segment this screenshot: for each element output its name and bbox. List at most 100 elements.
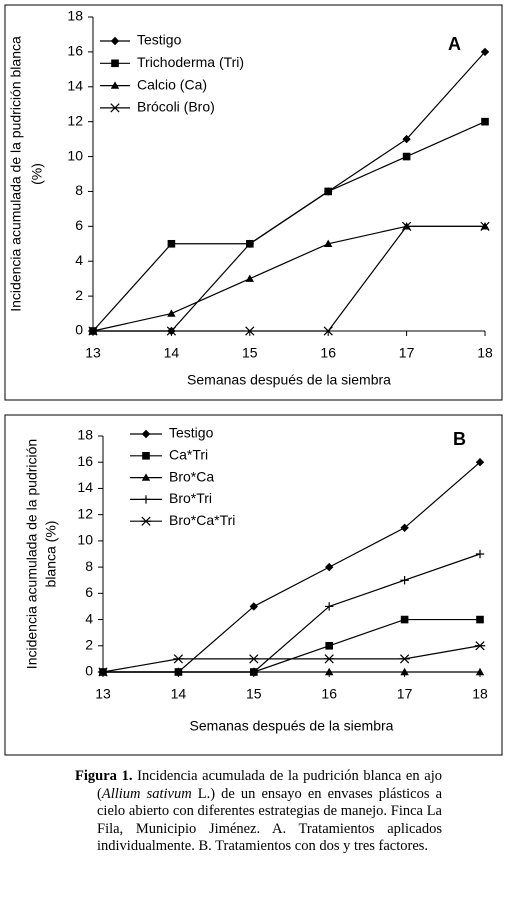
marker	[173, 654, 184, 664]
marker	[167, 239, 176, 248]
caption-italic: Allium sativum	[101, 785, 192, 802]
x-axis-label: Semanas después de la siembra	[187, 372, 391, 388]
series-line	[92, 121, 486, 332]
legend-label: Bro*Tri	[169, 490, 212, 506]
x-tick-label: 15	[246, 686, 262, 702]
marker	[480, 221, 490, 231]
legend-label: Ca*Tri	[169, 447, 208, 463]
marker	[402, 134, 411, 144]
marker	[325, 641, 333, 650]
marker	[476, 615, 484, 624]
y-axis-label: blanca (%)	[43, 521, 59, 588]
y-tick-label: 4	[75, 252, 83, 268]
series-line	[93, 51, 486, 332]
marker	[324, 239, 333, 247]
marker	[324, 654, 335, 664]
x-tick-label: 15	[242, 345, 258, 361]
y-tick-label: 8	[75, 182, 83, 198]
y-tick-label: 10	[77, 532, 93, 548]
legend-label: Bro*Ca*Tri	[169, 512, 235, 528]
x-tick-label: 13	[95, 686, 111, 702]
series-line	[102, 645, 481, 673]
legend-label: Trichoderma (Tri)	[137, 54, 244, 70]
marker	[249, 602, 258, 611]
x-tick-label: 14	[164, 345, 180, 361]
marker	[475, 549, 485, 559]
y-tick-label: 14	[77, 479, 93, 495]
marker	[110, 103, 120, 113]
marker	[140, 516, 152, 526]
marker	[245, 274, 254, 282]
y-tick-label: 10	[67, 147, 83, 163]
y-tick-label: 2	[75, 287, 83, 303]
y-tick-label: 14	[67, 77, 83, 93]
marker	[110, 36, 120, 46]
panel-label: A	[448, 34, 461, 54]
x-tick-label: 16	[321, 686, 337, 702]
marker	[399, 654, 410, 664]
marker	[323, 326, 333, 336]
y-tick-label: 12	[77, 505, 93, 521]
y-axis-label: Incidencia acumulada de la pudrición	[24, 439, 40, 669]
series-line	[103, 553, 481, 673]
x-axis-label: Semanas después de la siembra	[190, 718, 394, 734]
series-line	[92, 225, 485, 332]
legend-label: Brócoli (Bro)	[137, 99, 215, 115]
marker	[400, 615, 409, 624]
y-tick-label: 16	[77, 453, 93, 469]
y-tick-label: 18	[67, 8, 83, 24]
marker	[481, 117, 489, 126]
marker	[480, 47, 490, 57]
chart-frame	[4, 414, 503, 756]
series-line	[103, 461, 481, 673]
y-tick-label: 18	[77, 427, 93, 443]
legend-label: Bro*Ca	[169, 468, 214, 484]
series-line	[93, 225, 485, 332]
y-tick-label: 16	[67, 43, 83, 59]
x-tick-label: 18	[477, 345, 493, 361]
marker	[400, 667, 409, 676]
marker	[402, 152, 411, 161]
marker	[401, 221, 412, 231]
x-tick-label: 13	[85, 345, 101, 361]
marker	[167, 309, 176, 317]
marker	[141, 473, 151, 481]
marker	[174, 667, 183, 677]
series-line	[103, 618, 480, 673]
marker	[245, 326, 255, 336]
marker	[475, 458, 485, 467]
caption-text: L.) de un ensayo en envases plásticos a …	[97, 785, 443, 855]
x-tick-label: 17	[399, 345, 415, 361]
marker	[97, 667, 109, 677]
marker	[110, 81, 120, 89]
marker	[325, 602, 334, 611]
caption-label: Figura 1.	[75, 768, 133, 784]
marker	[88, 326, 98, 336]
marker	[246, 239, 254, 248]
y-tick-label: 0	[85, 663, 93, 679]
panel-label: B	[453, 429, 466, 449]
marker	[249, 667, 258, 677]
legend-label: Testigo	[169, 425, 214, 441]
y-tick-label: 4	[85, 610, 93, 626]
y-tick-label: 0	[75, 322, 83, 338]
marker	[400, 576, 409, 585]
x-tick-label: 18	[472, 686, 488, 702]
y-tick-label: 2	[85, 636, 93, 652]
marker	[141, 495, 151, 504]
marker	[166, 326, 177, 336]
caption: Figura 1. Incidencia acumulada de la pud…	[75, 768, 442, 856]
marker	[474, 641, 486, 651]
y-tick-label: 12	[67, 112, 83, 128]
y-tick-label: 8	[85, 558, 93, 574]
marker	[141, 429, 151, 439]
figure: 0 2 4 6 8 10 12 14 16 18 13 14 15 16 17 18 Semanas despu…	[4, 4, 503, 756]
x-tick-label: 17	[397, 686, 413, 702]
marker	[324, 187, 332, 196]
legend-label: Calcio (Ca)	[137, 76, 207, 92]
y-axis-label: Incidencia acumulada de la pudrición bla…	[8, 36, 24, 312]
marker	[248, 654, 259, 664]
y-tick-label: 6	[75, 217, 83, 233]
x-tick-label: 14	[171, 686, 187, 702]
